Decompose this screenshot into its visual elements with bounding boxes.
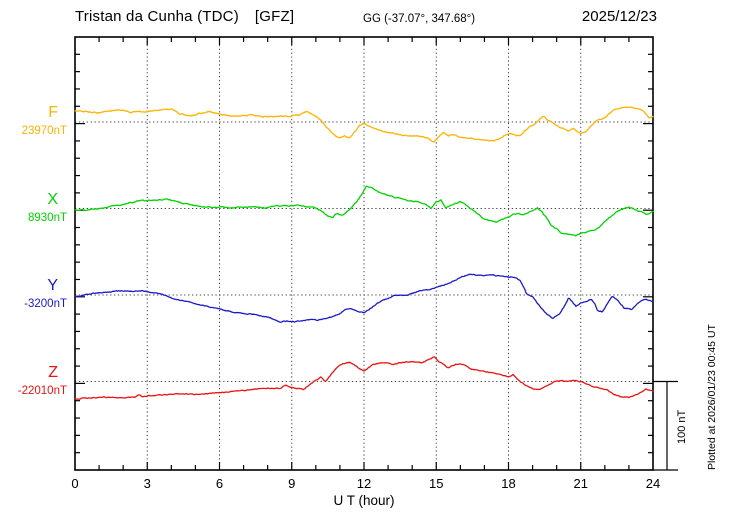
channel-letter-x: X [47,190,58,208]
channel-letter-y: Y [47,277,58,294]
x-axis-tick-label: 9 [288,476,296,491]
date-label: 2025/12/23 [581,8,657,25]
channel-baseline-f: 23970nT [21,125,67,137]
x-axis-tick-label: 15 [429,476,444,491]
channel-label-z: Z -22010nT [0,363,67,398]
x-axis-labels: 0 3 6 9 12 15 18 21 24 [0,476,730,492]
plotted-at-label: Plotted at 2026/01/23 00:45 UT [706,324,718,470]
channel-baseline-x: 8930nT [27,211,67,224]
channel-letter-f: F [48,104,58,121]
institute-label: [GFZ] [254,8,295,25]
channel-label-y: Y -3200nT [0,278,67,311]
scale-bar-label: 100 nT [676,409,688,444]
channel-baseline-z: -22010nT [17,384,67,397]
x-axis-tick-label: 21 [573,476,588,491]
x-axis-tick-label: 18 [501,476,516,491]
plot-header: Tristan da Cunha (TDC) [GFZ] [75,8,294,25]
x-axis-tick-label: 3 [143,476,151,491]
channel-label-f: F 23970nT [0,105,67,138]
channel-label-x: X 8930nT [0,190,67,225]
x-axis-tick-label: 24 [645,476,661,491]
x-axis-title: U T (hour) [333,493,395,508]
station-title: Tristan da Cunha (TDC) [75,8,239,25]
x-axis-tick-label: 6 [215,476,224,491]
x-axis-tick-label: 12 [356,476,372,491]
channel-letter-z: Z [48,363,58,381]
channel-baseline-y: -3200nT [24,298,67,310]
geographic-coords-label: GG (-37.07°, 347.68°) [363,13,476,25]
x-axis-tick-label: 0 [71,476,79,491]
